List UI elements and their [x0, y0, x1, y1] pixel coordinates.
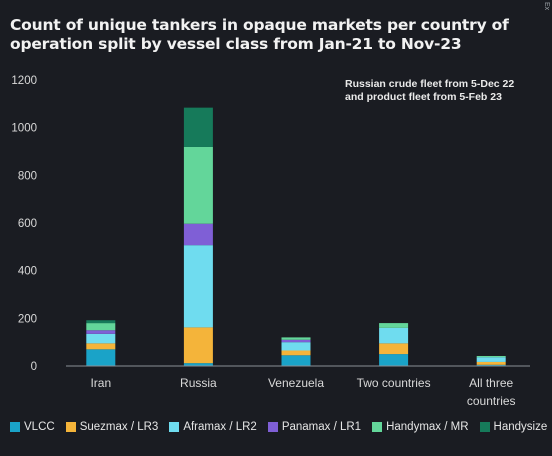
x-tick-label: Venezuela [268, 376, 324, 390]
bar-segment [379, 323, 409, 328]
legend-label: Handymax / MR [386, 421, 469, 433]
bar-segment [183, 363, 213, 366]
bar-segment [183, 146, 213, 224]
legend-item: Panamax / LR1 [267, 421, 362, 433]
bar-segment [86, 343, 116, 350]
x-tick-label: All three [469, 376, 513, 390]
bar-segment [281, 342, 311, 351]
legend-label: Aframax / LR2 [183, 421, 257, 433]
legend-item: Handysize [479, 421, 548, 433]
legend-item: Handymax / MR [372, 421, 469, 433]
legend-label: VLCC [24, 421, 55, 433]
y-tick-label: 0 [31, 361, 37, 373]
x-tick-label: Russia [180, 376, 217, 390]
bar-segment [379, 327, 409, 344]
bar-segment [476, 357, 506, 362]
stacked-bar-chart: 0 200 400 600 800 1000 1200 Iran Russia Venezuel… [11, 75, 530, 408]
y-tick-label: 200 [18, 313, 37, 325]
bar-segment [379, 343, 409, 355]
legend-item: Suezmax / LR3 [65, 421, 159, 433]
legend: VLCC Suezmax / LR3 Aframax / LR2 Panamax / … [10, 421, 550, 433]
legend-swatch [10, 422, 20, 432]
y-tick-label: 800 [18, 170, 37, 182]
y-tick-label: 400 [18, 266, 37, 278]
chart-title: Count of unique tankers in opaque market… [10, 16, 509, 53]
legend-label: Panamax / LR1 [281, 421, 362, 433]
bar-segment [281, 339, 311, 343]
x-tick-label: Two countries [357, 376, 431, 390]
y-tick-label: 600 [18, 218, 37, 230]
bar-segment [86, 323, 116, 331]
side-label: Ex [543, 2, 550, 11]
y-axis: 0 200 400 600 800 1000 1200 [11, 75, 37, 373]
bar-segment [476, 355, 506, 358]
bar-segment [183, 245, 213, 328]
legend-swatch [267, 422, 278, 432]
legend-swatch [372, 422, 383, 432]
y-tick-label: 1200 [11, 75, 37, 87]
x-axis: Iran Russia Venezuela Two countries All thre… [90, 376, 515, 408]
legend-item: VLCC [10, 421, 55, 433]
bar-segment [86, 330, 116, 334]
legend-item: Aframax / LR2 [169, 421, 257, 433]
bar-segment [281, 355, 311, 366]
legend-swatch [479, 422, 490, 432]
x-tick-label: Iran [90, 376, 111, 390]
legend-swatch [169, 422, 180, 432]
bar-segment [86, 320, 116, 324]
bar-segment [86, 333, 116, 344]
annotation-text: Russian crude fleet from 5-Dec 22 [345, 78, 514, 90]
bar-segment [476, 364, 506, 366]
bar-segment [281, 350, 311, 356]
y-tick-label: 1000 [11, 123, 37, 135]
legend-swatch [65, 422, 76, 432]
bar-segment [183, 107, 213, 147]
bar-segment [183, 223, 213, 246]
bar-segment [476, 361, 506, 365]
x-tick-label: countries [467, 394, 516, 408]
bar-segment [281, 337, 311, 340]
legend-label: Suezmax / LR3 [79, 421, 159, 433]
legend-label: Handysize [493, 421, 548, 433]
bar-group [86, 107, 506, 366]
annotation-text: and product fleet from 5-Feb 23 [345, 91, 502, 103]
bar-segment [379, 354, 409, 366]
bar-segment [86, 349, 116, 366]
bar-segment [183, 327, 213, 364]
